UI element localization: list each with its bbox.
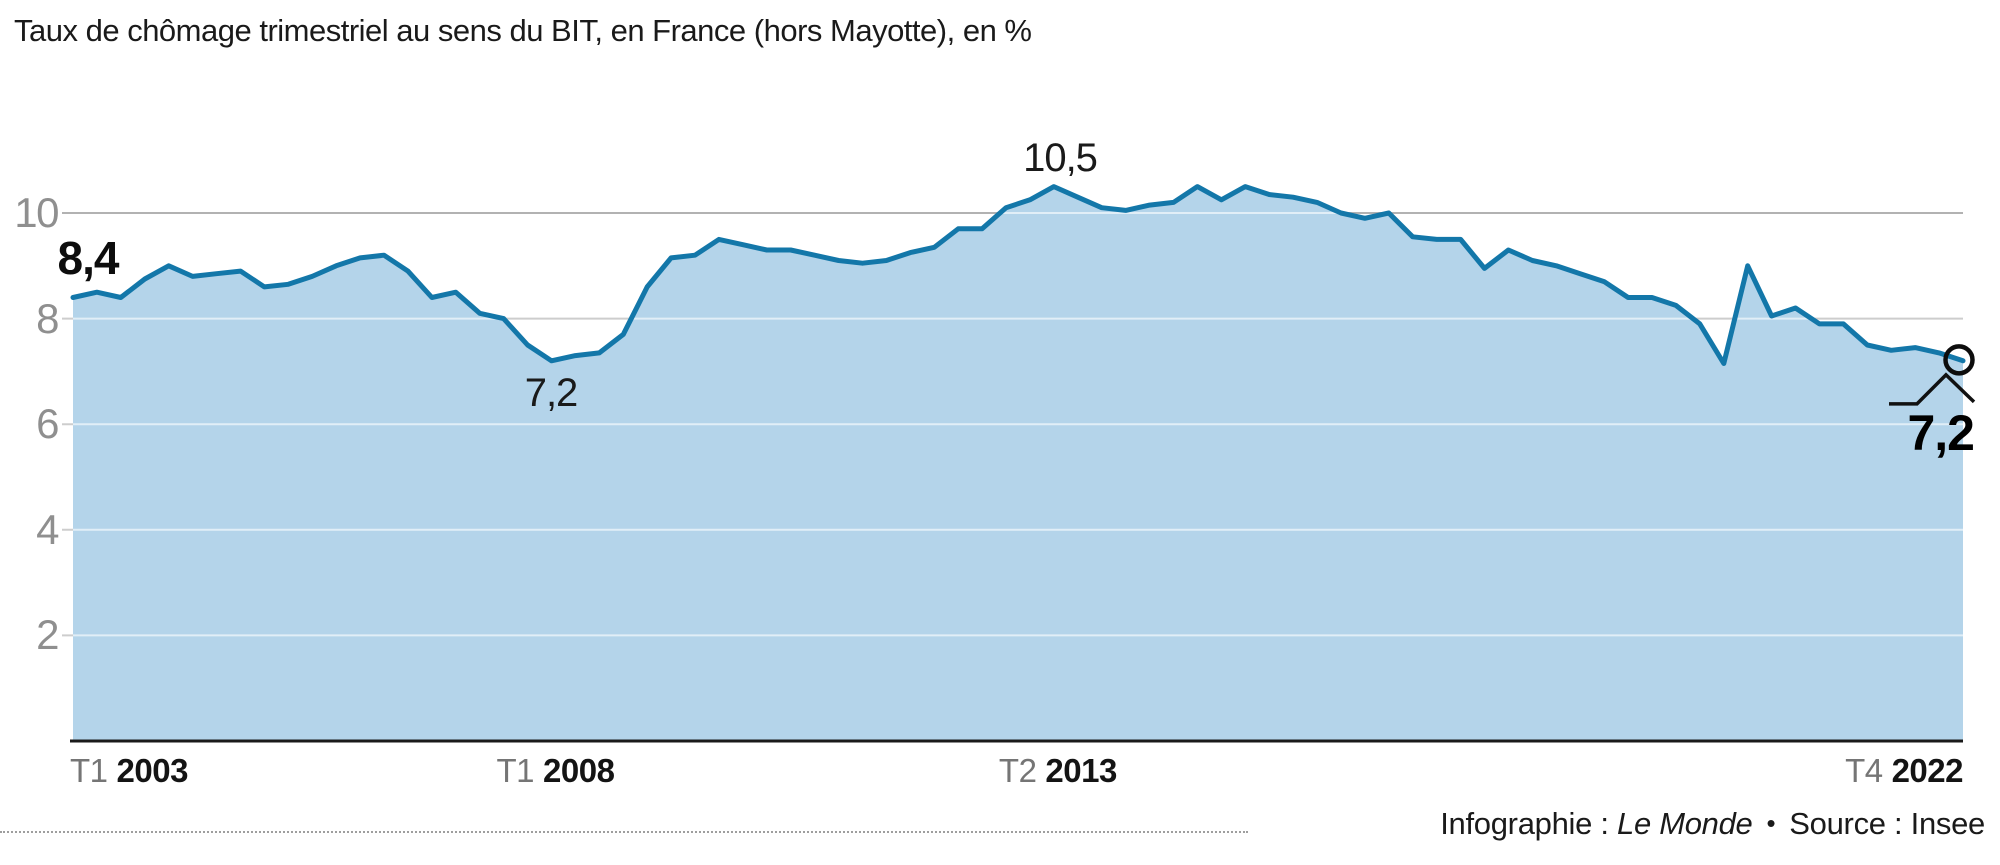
y-axis-tick-label-4: 4 — [36, 506, 59, 553]
source-label: Source : Insee — [1789, 806, 1985, 841]
y-axis-tick-label-6: 6 — [36, 400, 59, 447]
x-tick-quarter: T4 — [1845, 752, 1883, 789]
callout-line — [1889, 372, 1976, 406]
y-axis-tick-label-10: 10 — [14, 189, 59, 236]
x-axis-tick-label-T1-2008: T1 2008 — [497, 752, 615, 790]
point-label-T4-2022: 7,2 — [1907, 405, 1975, 461]
x-tick-quarter: T1 — [496, 752, 535, 789]
end-point-marker — [1943, 344, 1975, 376]
dotted-divider — [0, 831, 1248, 833]
point-label-T1-2008: 7,2 — [524, 371, 579, 415]
y-axis-tick-label-8: 8 — [36, 295, 59, 342]
point-label-T1-2003: 8,4 — [57, 232, 120, 284]
trend-line — [70, 184, 1966, 366]
bullet-separator: • — [1766, 808, 1776, 838]
x-tick-year: 2013 — [1045, 752, 1117, 789]
x-axis-tick-label-T4-2022: T4 2022 — [1845, 752, 1963, 790]
x-axis-tick-label-T1-2003: T1 2003 — [70, 752, 188, 790]
point-label-T2-2013: 10,5 — [1023, 136, 1098, 180]
chart-title: Taux de chômage trimestriel au sens du B… — [14, 13, 1032, 48]
x-axis-tick-label-T2-2013: T2 2013 — [999, 752, 1117, 790]
credit-line: Infographie : Le Monde • Source : Insee — [1440, 806, 1985, 842]
x-tick-quarter: T2 — [998, 752, 1037, 789]
area-fill — [73, 186, 1963, 742]
x-tick-quarter: T1 — [70, 752, 108, 789]
credit-brand: Le Monde — [1617, 806, 1753, 841]
credit-prefix: Infographie : — [1440, 806, 1617, 841]
y-axis-tick-label-2: 2 — [36, 611, 59, 658]
x-tick-year: 2008 — [543, 752, 615, 789]
x-tick-year: 2022 — [1891, 752, 1964, 789]
x-tick-year: 2003 — [116, 752, 189, 789]
